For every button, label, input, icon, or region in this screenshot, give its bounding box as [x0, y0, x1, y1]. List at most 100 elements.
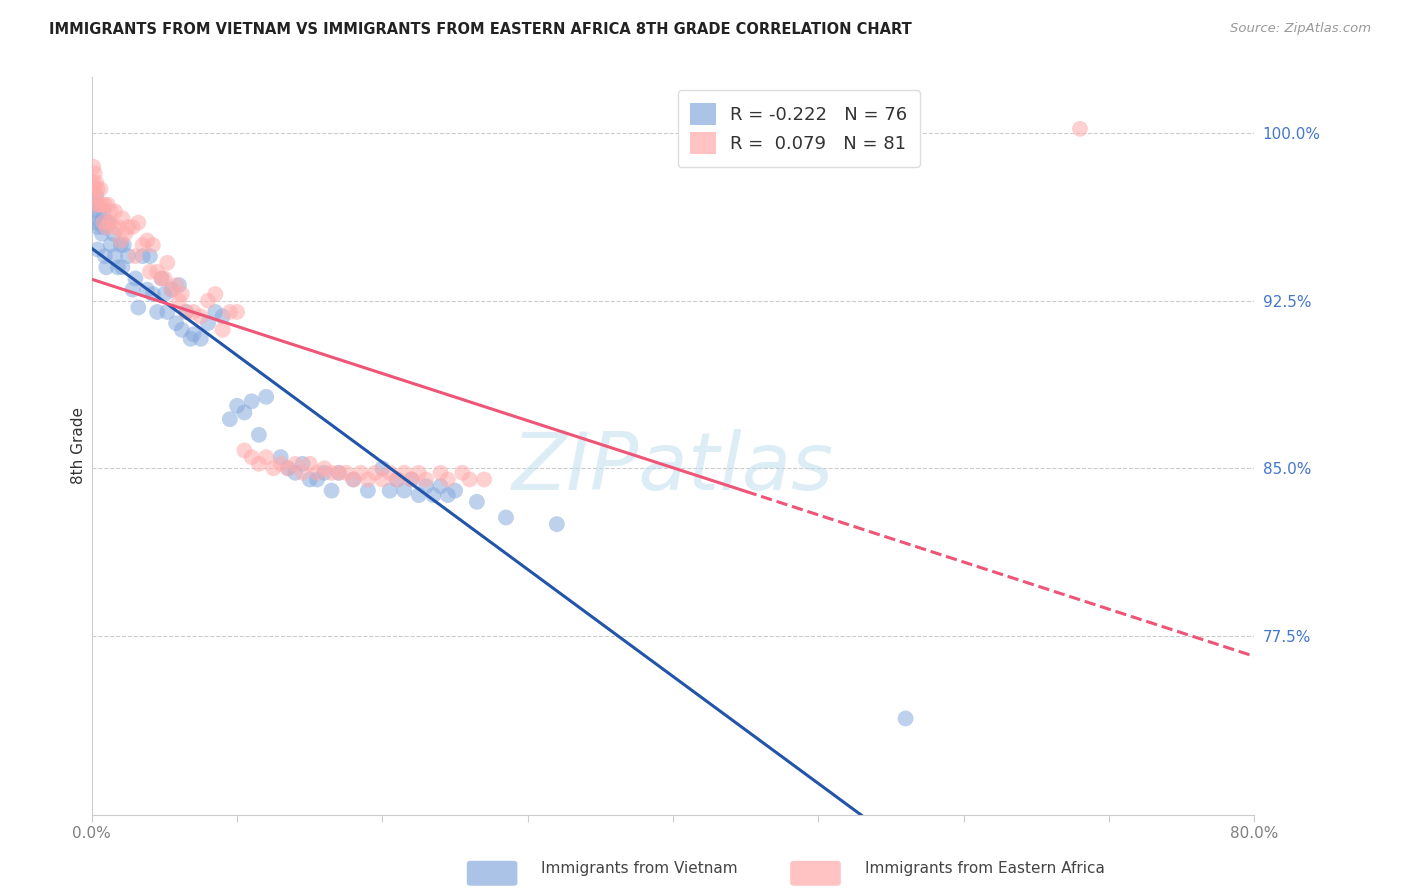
Point — [150, 271, 173, 285]
Point — [458, 473, 481, 487]
Point — [328, 466, 350, 480]
Point — [112, 238, 135, 252]
Point — [465, 495, 488, 509]
Point — [277, 461, 299, 475]
Point — [146, 265, 169, 279]
Point — [357, 473, 380, 487]
Point — [107, 220, 129, 235]
Point — [170, 323, 193, 337]
Point — [82, 160, 104, 174]
Point — [385, 473, 408, 487]
Point — [415, 479, 437, 493]
Point — [394, 483, 416, 498]
Point — [127, 216, 149, 230]
Point — [394, 466, 416, 480]
Point — [385, 473, 408, 487]
Point — [83, 166, 105, 180]
Point — [298, 457, 321, 471]
Point — [321, 466, 343, 480]
Point — [98, 216, 121, 230]
Point — [211, 323, 233, 337]
Point — [165, 316, 187, 330]
Point — [183, 327, 205, 342]
Point — [84, 198, 107, 212]
Point — [89, 182, 111, 196]
Point — [342, 473, 364, 487]
Point — [284, 466, 307, 480]
Point — [437, 488, 460, 502]
Point — [183, 305, 205, 319]
Point — [136, 283, 159, 297]
Point — [124, 271, 146, 285]
Point — [371, 461, 394, 475]
Point — [270, 450, 292, 464]
Point — [218, 412, 240, 426]
Point — [156, 305, 179, 319]
Point — [429, 466, 451, 480]
Point — [371, 473, 394, 487]
Point — [170, 287, 193, 301]
Point — [165, 278, 187, 293]
Point — [429, 479, 451, 493]
Point — [180, 332, 202, 346]
Point — [197, 316, 219, 330]
Point — [277, 461, 299, 475]
Point — [127, 301, 149, 315]
Point — [82, 189, 104, 203]
Point — [190, 332, 212, 346]
Point — [94, 198, 117, 212]
Point — [364, 466, 387, 480]
Point — [167, 278, 190, 293]
Point — [131, 238, 153, 252]
Point — [451, 466, 474, 480]
Point — [880, 144, 903, 158]
Point — [86, 243, 108, 257]
Point — [82, 176, 104, 190]
Point — [305, 466, 328, 480]
Point — [104, 204, 127, 219]
Point — [86, 182, 108, 196]
Point — [378, 466, 401, 480]
Point — [357, 483, 380, 498]
Text: IMMIGRANTS FROM VIETNAM VS IMMIGRANTS FROM EASTERN AFRICA 8TH GRADE CORRELATION : IMMIGRANTS FROM VIETNAM VS IMMIGRANTS FR… — [49, 22, 912, 37]
Point — [121, 283, 143, 297]
Point — [437, 473, 460, 487]
Point — [378, 483, 401, 498]
Point — [254, 450, 277, 464]
Point — [142, 287, 165, 301]
Point — [121, 220, 143, 235]
Point — [247, 457, 270, 471]
Point — [401, 473, 423, 487]
Point — [84, 189, 107, 203]
Point — [98, 216, 121, 230]
Point — [87, 198, 110, 212]
Point — [96, 260, 118, 275]
Point — [270, 457, 292, 471]
Point — [153, 271, 176, 285]
Point — [153, 287, 176, 301]
Point — [422, 488, 444, 502]
Point — [328, 466, 350, 480]
Point — [114, 227, 136, 241]
Point — [211, 310, 233, 324]
Point — [160, 283, 183, 297]
Point — [415, 473, 437, 487]
Point — [103, 220, 125, 235]
Point — [150, 271, 173, 285]
Point — [142, 238, 165, 252]
Point — [204, 287, 226, 301]
Point — [401, 473, 423, 487]
Legend: R = -0.222   N = 76, R =  0.079   N = 81: R = -0.222 N = 76, R = 0.079 N = 81 — [678, 90, 920, 167]
Point — [100, 238, 122, 252]
Point — [335, 466, 357, 480]
Point — [107, 260, 129, 275]
Point — [82, 204, 104, 219]
Point — [93, 216, 115, 230]
Point — [472, 473, 495, 487]
Text: Source: ZipAtlas.com: Source: ZipAtlas.com — [1230, 22, 1371, 36]
Point — [146, 305, 169, 319]
Point — [103, 227, 125, 241]
Point — [174, 305, 197, 319]
Point — [83, 216, 105, 230]
Point — [350, 466, 373, 480]
